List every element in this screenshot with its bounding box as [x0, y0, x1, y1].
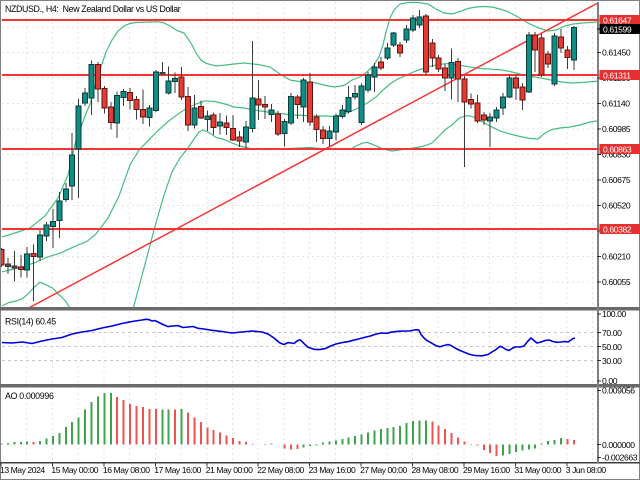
svg-text:100.00: 100.00: [602, 309, 627, 319]
svg-text:21 May 00:00: 21 May 00:00: [206, 465, 253, 475]
svg-text:22 May 08:00: 22 May 08:00: [257, 465, 304, 475]
svg-text:0.61599: 0.61599: [603, 24, 632, 34]
svg-text:29 May 16:00: 29 May 16:00: [463, 465, 510, 475]
svg-text:0.60382: 0.60382: [603, 224, 632, 234]
svg-text:27 May 00:00: 27 May 00:00: [360, 465, 407, 475]
svg-text:16 May 08:00: 16 May 08:00: [103, 465, 150, 475]
svg-text:0.009056: 0.009056: [602, 386, 635, 396]
svg-text:0.000000: 0.000000: [602, 440, 635, 450]
svg-text:0.61311: 0.61311: [603, 70, 631, 80]
svg-text:0.00: 0.00: [602, 376, 618, 386]
svg-text:0.60210: 0.60210: [602, 252, 631, 262]
svg-text:28 May 08:00: 28 May 08:00: [412, 465, 459, 475]
svg-text:70.00: 70.00: [602, 328, 622, 338]
svg-text:13 May 2024: 13 May 2024: [0, 465, 45, 475]
svg-text:31 May 00:00: 31 May 00:00: [514, 465, 561, 475]
svg-text:0.60520: 0.60520: [602, 201, 631, 211]
svg-text:15 May 00:00: 15 May 00:00: [51, 465, 98, 475]
svg-text:0.61450: 0.61450: [602, 48, 631, 58]
svg-text:0.60055: 0.60055: [602, 277, 631, 287]
svg-text:17 May 16:00: 17 May 16:00: [154, 465, 201, 475]
svg-text:AO 0.000996: AO 0.000996: [5, 391, 54, 401]
svg-text:0.60863: 0.60863: [603, 144, 632, 154]
svg-text:-0.002663: -0.002663: [602, 453, 638, 463]
svg-text:23 May 16:00: 23 May 16:00: [309, 465, 356, 475]
svg-text:3 Jun 08:00: 3 Jun 08:00: [566, 465, 607, 475]
svg-text:50.00: 50.00: [602, 342, 622, 352]
svg-text:0.60675: 0.60675: [602, 175, 631, 185]
svg-text:0.60985: 0.60985: [602, 124, 631, 134]
svg-text:RSI(14) 60.45: RSI(14) 60.45: [5, 317, 56, 327]
svg-text:0.61140: 0.61140: [602, 99, 630, 109]
svg-text:NZDUSD., H4: New Zealand Doll: NZDUSD., H4: New Zealand Dollar vs US Do…: [5, 4, 181, 14]
svg-text:30.00: 30.00: [602, 356, 622, 366]
